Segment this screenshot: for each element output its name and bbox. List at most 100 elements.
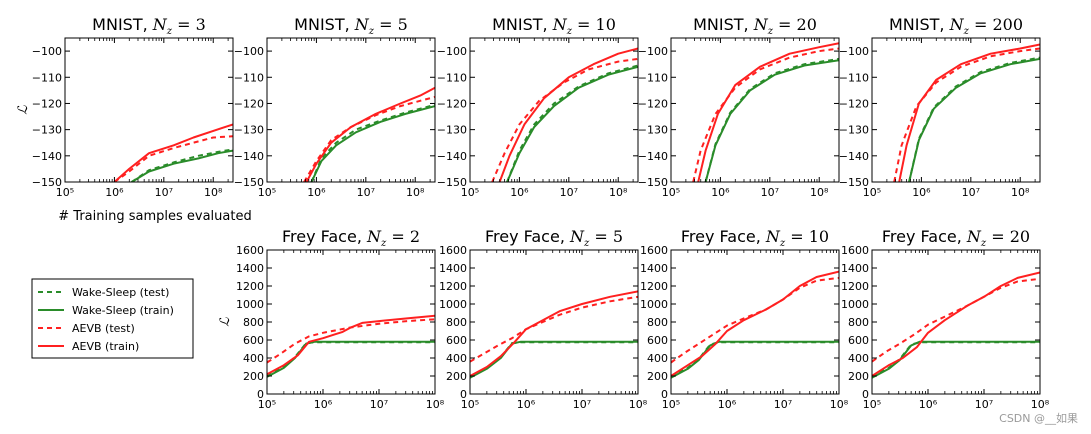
series-line-wake-sleep-train <box>908 57 1040 182</box>
y-tick-label: 0 <box>460 388 467 401</box>
legend-label: AEVB (train) <box>72 340 139 353</box>
y-tick-label: 1000 <box>640 298 668 311</box>
y-tick-label: 0 <box>257 388 264 401</box>
y-tick-label: −100 <box>234 45 264 58</box>
panel-title: MNIST, Nz = 20 <box>693 15 817 37</box>
y-tick-label: 800 <box>848 316 869 329</box>
series-line-aevb-test <box>303 95 435 182</box>
series-line-wake-sleep-train <box>704 59 839 182</box>
y-tick-label: 1200 <box>841 280 869 293</box>
y-tick-label: 1400 <box>640 262 668 275</box>
series-line-aevb-train <box>470 290 638 377</box>
series-line-wake-sleep-test <box>908 56 1040 182</box>
series-line-aevb-train <box>498 47 638 182</box>
panel-title: Frey Face, Nz = 20 <box>882 227 1030 249</box>
y-tick-label: −120 <box>32 97 62 110</box>
y-tick-label: 600 <box>647 334 668 347</box>
x-tick-label: 10⁶ <box>912 186 931 199</box>
series-line-wake-sleep-test <box>506 64 638 182</box>
series-line-aevb-train <box>671 270 839 377</box>
panel-title: Frey Face, Nz = 2 <box>282 227 420 249</box>
plot-frame <box>670 249 840 395</box>
panel-mnist-nz20: MNIST, Nz = 20 10⁵ 10⁶ 10⁷ 10⁸ −150 −140 −130 −1… <box>638 15 840 199</box>
series-line-aevb-test <box>872 277 1040 363</box>
y-tick-label: −130 <box>839 124 869 137</box>
x-tick-label: 10⁷ <box>962 186 980 199</box>
panel-mnist-nz10: MNIST, Nz = 10 10⁵ 10⁶ 10⁷ 10⁸ −150 −140 −130 −1… <box>437 15 639 199</box>
y-tick-label: −140 <box>234 150 264 163</box>
x-tick-label: 10⁷ <box>370 398 388 411</box>
y-tick-label: −150 <box>437 176 467 189</box>
y-tick-label: −120 <box>234 97 264 110</box>
panel-mnist-nz3: MNIST, Nz = 3 10⁵ 10⁶ 10⁷ 10⁸ −150 −140 −130 −12… <box>16 15 234 199</box>
plot-frame <box>670 37 840 183</box>
series-line-aevb-test <box>470 295 638 363</box>
x-tick-label: 10⁸ <box>609 186 628 199</box>
y-tick-label: 1400 <box>841 262 869 275</box>
plot-frame <box>64 37 234 183</box>
y-tick-label: 600 <box>243 334 264 347</box>
y-tick-label: −110 <box>437 71 467 84</box>
y-tick-label: 400 <box>446 352 467 365</box>
series-line-aevb-test <box>113 135 233 182</box>
y-tick-label: 200 <box>446 370 467 383</box>
x-tick-label: 10⁸ <box>810 186 829 199</box>
x-tick-label: 10⁵ <box>56 186 74 199</box>
y-tick-label: −100 <box>437 45 467 58</box>
y-axis-label: ℒ <box>218 317 233 327</box>
y-tick-label: 200 <box>647 370 668 383</box>
x-tick-label: 10⁵ <box>863 186 881 199</box>
y-tick-label: 600 <box>848 334 869 347</box>
y-tick-label: 1000 <box>841 298 869 311</box>
panel-mnist-nz200: MNIST, Nz = 200 10⁵ 10⁶ 10⁷ 10⁸ −150 −140 −130 −… <box>839 15 1041 199</box>
x-tick-label: 10⁸ <box>426 398 445 411</box>
y-tick-label: −120 <box>638 97 668 110</box>
series-line-aevb-train <box>113 123 233 182</box>
panel-title: MNIST, Nz = 5 <box>294 15 408 37</box>
y-tick-label: 400 <box>647 352 668 365</box>
x-tick-label: 10⁵ <box>863 398 881 411</box>
x-tick-label: 10⁶ <box>105 186 124 199</box>
panel-title: MNIST, Nz = 200 <box>889 15 1023 37</box>
x-tick-label: 10⁵ <box>461 186 479 199</box>
plot-frame <box>266 37 436 183</box>
legend: Wake-Sleep (test) Wake-Sleep (train) AEVB … <box>31 278 194 359</box>
x-tick-label: 10⁶ <box>314 398 333 411</box>
y-tick-label: −100 <box>638 45 668 58</box>
y-tick-label: −140 <box>437 150 467 163</box>
y-tick-label: −150 <box>839 176 869 189</box>
y-tick-label: 400 <box>848 352 869 365</box>
plot-frame <box>871 249 1041 395</box>
x-tick-label: 10⁵ <box>662 398 680 411</box>
y-tick-label: 1200 <box>236 280 264 293</box>
x-tick-label: 10⁶ <box>711 186 730 199</box>
panel-mnist-nz5: MNIST, Nz = 5 10⁵ 10⁶ 10⁷ 10⁸ −150 −140 −130 −12… <box>234 15 436 199</box>
series-line-aevb-train <box>697 42 839 182</box>
series-line-wake-sleep-train <box>131 149 233 182</box>
panel-frey-nz2: Frey Face, Nz = 2 10⁵ 10⁶ 10⁷ 10⁸ 0 200 400 600 8… <box>218 227 445 411</box>
series-line-wake-sleep-train <box>872 340 1040 379</box>
x-tick-label: 10⁵ <box>662 186 680 199</box>
x-tick-label: 10⁵ <box>258 398 276 411</box>
y-tick-label: 1200 <box>640 280 668 293</box>
y-tick-label: −130 <box>234 124 264 137</box>
panel-title: Frey Face, Nz = 10 <box>681 227 829 249</box>
y-tick-label: −100 <box>839 45 869 58</box>
y-tick-label: −100 <box>32 45 62 58</box>
x-tick-label: 10⁵ <box>258 186 276 199</box>
y-tick-label: 400 <box>243 352 264 365</box>
x-tick-label: 10⁷ <box>357 186 375 199</box>
y-tick-label: 1400 <box>439 262 467 275</box>
series-line-aevb-train <box>267 314 435 376</box>
panel-frey-nz5: Frey Face, Nz = 5 10⁵ 10⁶ 10⁷ 10⁸ 0 200 400 600 8… <box>439 227 648 411</box>
x-tick-label: 10⁶ <box>307 186 326 199</box>
y-tick-label: 1400 <box>236 262 264 275</box>
legend-label: Wake-Sleep (test) <box>72 286 169 299</box>
series-line-aevb-train <box>872 271 1040 377</box>
y-tick-label: −150 <box>638 176 668 189</box>
y-tick-label: 800 <box>647 316 668 329</box>
x-tick-label: 10⁶ <box>718 398 737 411</box>
y-tick-label: −150 <box>234 176 264 189</box>
y-tick-label: 1600 <box>439 244 467 257</box>
